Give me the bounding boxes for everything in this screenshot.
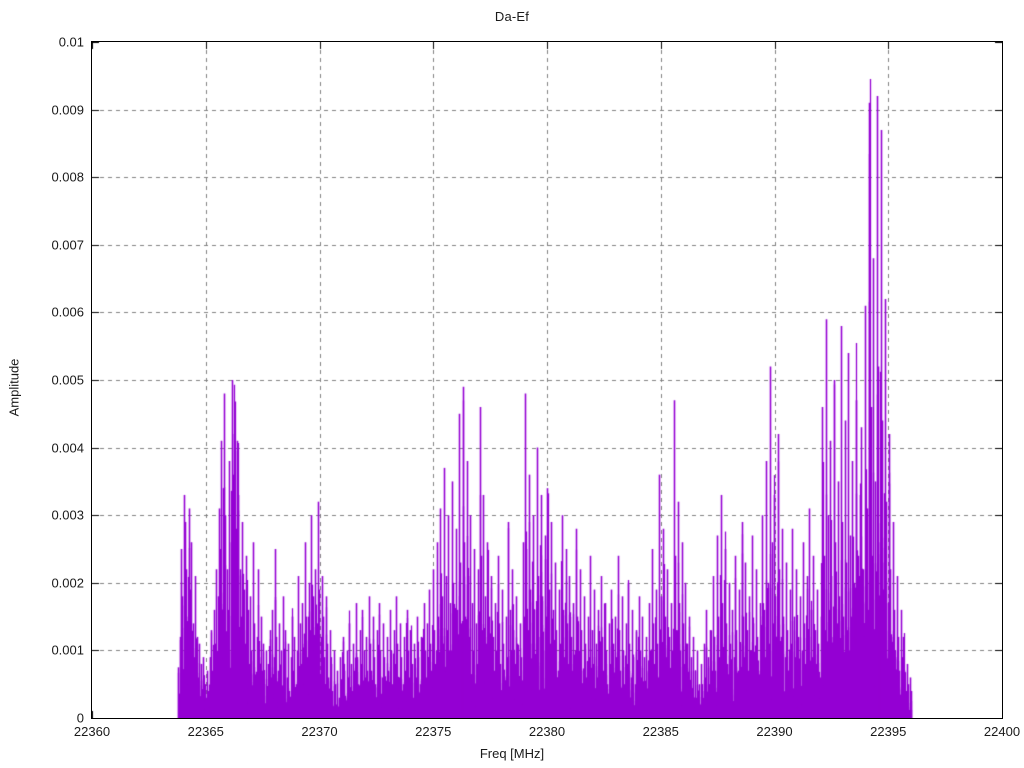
- x-tick-label: 22380: [528, 724, 566, 739]
- chart-title: Da-Ef: [494, 9, 530, 24]
- y-tick-label: 0.009: [51, 102, 84, 118]
- x-tick-label: 22365: [187, 724, 224, 739]
- x-axis-tick-labels: 22360 22365 22370 22375 22380 22385 22390 22395…: [0, 724, 1024, 744]
- x-tick-label: 22385: [642, 724, 679, 739]
- y-axis-title: Amplitude: [6, 358, 22, 417]
- y-tick-label: 0.001: [51, 642, 84, 658]
- y-axis-tick-labels: 0 0.001 0.002 0.003 0.004 0.005 0.006 0.007 0.00…: [14, 0, 84, 768]
- y-tick-label: 0.004: [51, 440, 84, 456]
- y-tick-label: 0.006: [51, 304, 84, 320]
- x-tick-label: 22395: [870, 724, 907, 739]
- x-axis-title: Freq [MHz]: [479, 746, 545, 761]
- x-tick-label: 22390: [756, 724, 793, 739]
- x-tick-label: 22375: [415, 724, 452, 739]
- y-tick-label: 0.005: [51, 372, 84, 388]
- y-tick-label: 0.01: [58, 34, 84, 50]
- y-tick-label: 0.008: [51, 169, 84, 185]
- x-tick-label: 22360: [73, 724, 111, 739]
- y-tick-label: 0: [76, 710, 84, 726]
- y-tick-label: 0.003: [51, 507, 84, 523]
- y-tick-label: 0.007: [51, 237, 84, 253]
- x-tick-label: 22370: [301, 724, 338, 739]
- x-tick-label: 22400: [983, 724, 1021, 739]
- plot-area: [91, 41, 1003, 719]
- y-tick-label: 0.002: [51, 575, 84, 591]
- spectrum-plot-canvas: [92, 42, 1002, 718]
